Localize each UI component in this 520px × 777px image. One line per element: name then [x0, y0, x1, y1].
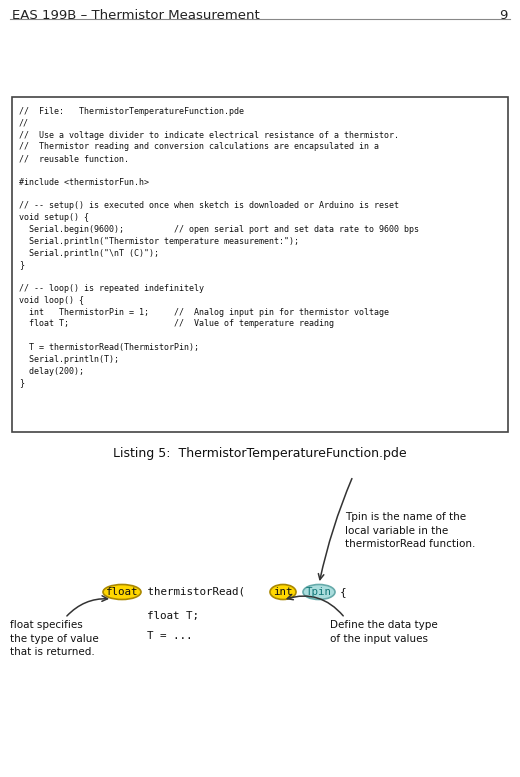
Text: }: } — [19, 260, 24, 270]
Text: //  File:   ThermistorTemperatureFunction.pde: // File: ThermistorTemperatureFunction.p… — [19, 107, 244, 116]
Text: Tpin is the name of the
local variable in the
thermistorRead function.: Tpin is the name of the local variable i… — [345, 512, 475, 549]
Text: void setup() {: void setup() { — [19, 213, 89, 222]
Text: delay(200);: delay(200); — [19, 367, 84, 375]
Text: }: } — [19, 378, 24, 388]
Text: Serial.println("Thermistor temperature measurement:");: Serial.println("Thermistor temperature m… — [19, 237, 299, 246]
Text: float T;                     //  Value of temperature reading: float T; // Value of temperature reading — [19, 319, 334, 329]
Text: Define the data type
of the input values: Define the data type of the input values — [330, 620, 438, 643]
Text: int   ThermistorPin = 1;     //  Analog input pin for thermistor voltage: int ThermistorPin = 1; // Analog input p… — [19, 308, 389, 316]
Text: Tpin: Tpin — [306, 587, 332, 597]
Text: float: float — [106, 587, 138, 597]
Text: #include <thermistorFun.h>: #include <thermistorFun.h> — [19, 178, 149, 186]
Text: //  reusable function.: // reusable function. — [19, 154, 129, 163]
Text: Serial.println(T);: Serial.println(T); — [19, 355, 119, 364]
Ellipse shape — [303, 584, 335, 600]
Text: // -- loop() is repeated indefinitely: // -- loop() is repeated indefinitely — [19, 284, 204, 293]
Text: Serial.println("\nT (C)");: Serial.println("\nT (C)"); — [19, 249, 159, 258]
Text: T = ...: T = ... — [147, 631, 192, 641]
Text: thermistorRead(: thermistorRead( — [141, 587, 245, 597]
Text: Listing 5:  ThermistorTemperatureFunction.pde: Listing 5: ThermistorTemperatureFunction… — [113, 447, 407, 460]
Text: Serial.begin(9600);          // open serial port and set data rate to 9600 bps: Serial.begin(9600); // open serial port … — [19, 225, 419, 234]
Text: float specifies
the type of value
that is returned.: float specifies the type of value that i… — [10, 620, 99, 657]
Text: //  Use a voltage divider to indicate electrical resistance of a thermistor.: // Use a voltage divider to indicate ele… — [19, 131, 399, 140]
Ellipse shape — [270, 584, 296, 600]
Text: ) {: ) { — [327, 587, 346, 597]
FancyBboxPatch shape — [12, 97, 508, 432]
Text: 9: 9 — [500, 9, 508, 22]
Text: int: int — [273, 587, 293, 597]
Text: //  Thermistor reading and conversion calculations are encapsulated in a: // Thermistor reading and conversion cal… — [19, 142, 379, 152]
Ellipse shape — [103, 584, 141, 600]
Text: //: // — [19, 119, 29, 127]
Text: T = thermistorRead(ThermistorPin);: T = thermistorRead(ThermistorPin); — [19, 343, 199, 352]
Text: void loop() {: void loop() { — [19, 296, 84, 305]
Text: float T;: float T; — [147, 611, 199, 621]
Text: EAS 199B – Thermistor Measurement: EAS 199B – Thermistor Measurement — [12, 9, 260, 22]
Text: // -- setup() is executed once when sketch is downloaded or Arduino is reset: // -- setup() is executed once when sket… — [19, 201, 399, 211]
